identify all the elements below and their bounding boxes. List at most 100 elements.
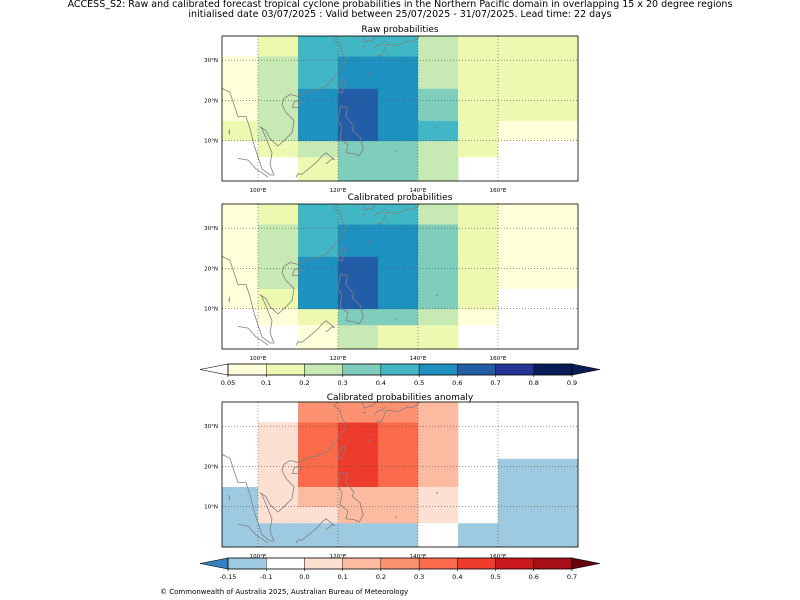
heatmap-cell xyxy=(258,308,299,326)
coastline xyxy=(338,78,347,94)
heatmap-cell xyxy=(538,256,579,289)
heatmap-cell xyxy=(338,288,379,310)
heatmap-cell xyxy=(458,224,499,257)
y-tick-label: 20°N xyxy=(204,266,218,272)
coastline xyxy=(228,129,230,135)
colorbar-tick-label: 0.6 xyxy=(529,573,539,581)
colorbar-segment xyxy=(304,363,343,376)
colorbar-segment xyxy=(380,557,420,570)
heatmap-cell xyxy=(378,308,419,326)
heatmap-cell xyxy=(298,288,339,310)
x-tick-label: 160°E xyxy=(490,554,507,560)
heatmap-cell xyxy=(538,88,579,121)
x-tick-label: 140°E xyxy=(410,554,427,560)
heatmap-cell xyxy=(498,256,539,289)
heatmap-cell xyxy=(418,458,459,487)
heatmap-cell xyxy=(498,224,539,257)
colorbar-tick-label: 0.5 xyxy=(414,379,424,387)
heatmap-cell xyxy=(298,56,339,89)
coastline xyxy=(221,203,347,344)
x-tick-label: 120°E xyxy=(330,554,347,560)
heatmap-cell xyxy=(378,422,419,459)
coastline xyxy=(374,406,386,415)
colorbar-under-extension xyxy=(199,363,229,376)
heatmap-cell xyxy=(378,140,419,158)
heatmap-cell xyxy=(222,486,259,508)
colorbar-segment xyxy=(227,557,267,570)
colorbar-tick-label: 0.3 xyxy=(337,379,347,387)
coastline xyxy=(436,293,438,296)
coastline xyxy=(221,401,347,542)
coastline xyxy=(237,326,269,346)
colorbar-tick-label: 0.2 xyxy=(299,379,309,387)
coastline xyxy=(363,45,366,48)
y-tick-label: 20°N xyxy=(204,464,218,470)
heatmap-cell xyxy=(458,506,499,524)
colorbar-segment xyxy=(266,557,305,570)
heatmap-cell xyxy=(458,36,499,57)
heatmap-cell xyxy=(538,522,579,548)
heatmap-cell xyxy=(378,522,419,548)
heatmap-cell xyxy=(338,486,379,508)
colorbar-under-extension xyxy=(199,557,229,570)
coastline xyxy=(375,203,420,225)
heatmap-cell xyxy=(498,36,539,57)
heatmap-cell xyxy=(222,402,259,423)
heatmap-cell xyxy=(338,36,379,57)
heatmap-cell xyxy=(458,486,499,508)
coastline xyxy=(395,516,397,519)
heatmap-cell xyxy=(498,88,539,121)
heatmap-cell xyxy=(298,422,339,459)
coastline xyxy=(363,401,376,409)
heatmap-cell xyxy=(538,204,579,225)
heatmap-cell xyxy=(418,486,459,508)
heatmap-cell xyxy=(338,224,379,257)
coastline xyxy=(374,208,386,217)
coastline xyxy=(295,518,336,544)
heatmap-cell xyxy=(498,56,539,89)
coastline xyxy=(338,246,347,262)
heatmap-cell xyxy=(378,288,419,310)
map-frame xyxy=(221,401,579,548)
x-tick-label: 140°E xyxy=(410,188,427,194)
heatmap-cell xyxy=(298,204,339,225)
heatmap-cell xyxy=(338,56,379,89)
coastline xyxy=(375,35,420,57)
heatmap-cell xyxy=(222,56,259,89)
y-tick-label: 20°N xyxy=(204,98,218,104)
heatmap-cell xyxy=(258,224,299,257)
heatmap-cell xyxy=(298,224,339,257)
heatmap-cell xyxy=(338,256,379,289)
colorbar-tick-label: 0.8 xyxy=(529,379,539,387)
x-tick-label: 120°E xyxy=(330,356,347,362)
heatmap-cell xyxy=(298,458,339,487)
coastline xyxy=(228,297,230,303)
coastline xyxy=(363,35,376,43)
heatmap-cell xyxy=(458,140,499,158)
coastline xyxy=(374,40,386,49)
x-tick-label: 100°E xyxy=(250,554,267,560)
heatmap-cell xyxy=(418,88,459,121)
coastline xyxy=(337,106,364,157)
map-frame xyxy=(221,203,579,350)
coastline xyxy=(361,35,365,43)
heatmap-cell xyxy=(418,308,459,326)
heatmap-cell xyxy=(338,522,379,548)
heatmap-cell xyxy=(538,402,579,423)
panel-calibrated-anomaly: 100°E 120°E 140°E 160°E 10°N 20°N 30°N xyxy=(204,401,579,560)
colorbar-tick-label: 0.9 xyxy=(567,379,577,387)
heatmap-cell xyxy=(458,288,499,310)
colorbar-segment xyxy=(380,363,420,376)
coastline xyxy=(363,411,366,414)
heatmap-cell xyxy=(538,224,579,257)
heatmap-cell xyxy=(458,120,499,142)
y-tick-label: 30°N xyxy=(204,424,218,430)
heatmap-cell xyxy=(418,288,459,310)
heatmap-cell xyxy=(298,140,339,158)
heatmap-cell xyxy=(222,506,259,524)
colorbar-tick-label: 0.7 xyxy=(490,379,500,387)
coastline xyxy=(395,150,397,153)
heatmap-cell xyxy=(222,120,259,142)
heatmap-cell xyxy=(222,224,259,257)
